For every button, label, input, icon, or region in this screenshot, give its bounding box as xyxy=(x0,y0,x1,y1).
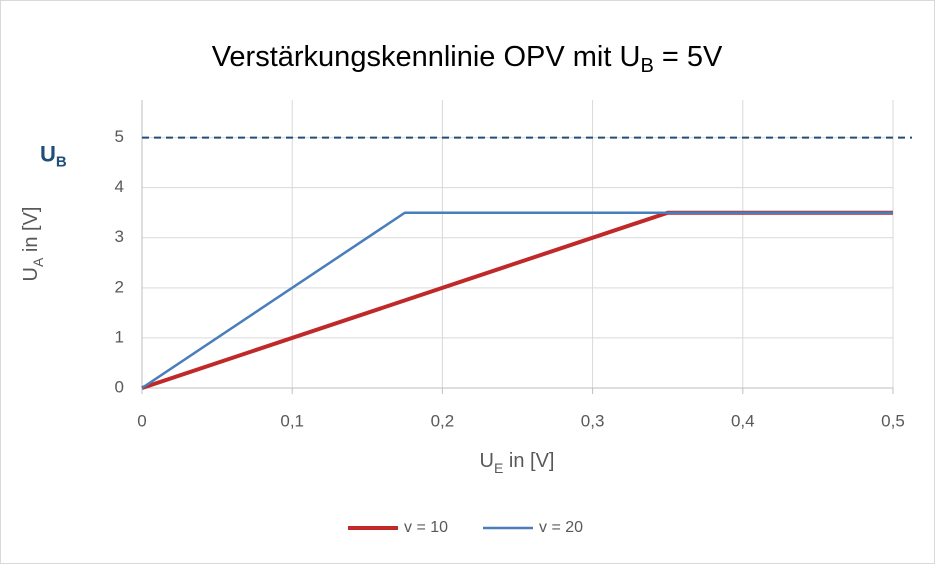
y-tick-label: 4 xyxy=(115,177,124,196)
label-subscript: A xyxy=(30,257,46,267)
reference-label: UB xyxy=(40,141,67,170)
label-text: U xyxy=(20,267,42,281)
title-subscript: B xyxy=(640,55,653,77)
y-tick-label: 3 xyxy=(115,227,124,246)
x-tick-label: 0,2 xyxy=(431,411,455,430)
legend-label: v = 10 xyxy=(404,519,448,536)
x-tick-label: 0,3 xyxy=(581,411,605,430)
label-subscript: E xyxy=(494,460,503,476)
y-tick-label: 0 xyxy=(115,377,124,396)
y-tick-label: 2 xyxy=(115,277,124,296)
series-line xyxy=(141,211,893,390)
y-tick-label: 5 xyxy=(115,127,124,146)
label-text: U xyxy=(40,141,56,166)
y-tick-label: 1 xyxy=(115,327,124,346)
y-axis-label: UA in [V] xyxy=(20,207,45,282)
x-tick-label: 0 xyxy=(137,411,146,430)
x-axis-label: UE in [V] xyxy=(480,450,555,475)
title-text: = 5V xyxy=(654,41,723,73)
chart-title: Verstärkungskennlinie OPV mit UB = 5V xyxy=(212,41,723,78)
label-text: in [V] xyxy=(503,450,554,472)
title-text: Verstärkungskennlinie OPV mit U xyxy=(212,41,641,73)
label-text: U xyxy=(480,450,494,472)
x-tick-label: 0,4 xyxy=(731,411,755,430)
x-tick-label: 0,5 xyxy=(881,411,905,430)
label-subscript: B xyxy=(56,154,67,171)
label-text: in [V] xyxy=(20,207,42,258)
legend-label: v = 20 xyxy=(539,519,583,536)
x-tick-label: 0,1 xyxy=(280,411,304,430)
